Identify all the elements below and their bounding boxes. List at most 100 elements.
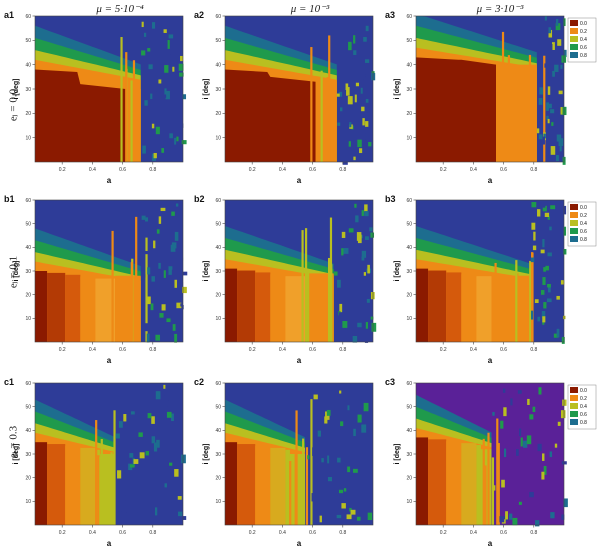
strip-4 <box>476 445 481 525</box>
chaos-speck <box>544 212 550 217</box>
chaos-speck <box>548 27 552 34</box>
legend-swatch <box>570 52 578 58</box>
y-tick-label: 50 <box>215 404 221 410</box>
chaos-speck <box>547 283 551 288</box>
legend-label: 0.4 <box>580 37 587 43</box>
chaos-speck <box>173 35 178 45</box>
chaos-speck <box>550 512 555 519</box>
x-tick-label: 0.4 <box>279 167 286 173</box>
chaos-speck <box>339 390 342 394</box>
chaos-speck <box>534 299 539 304</box>
y-tick-label: 10 <box>215 316 221 322</box>
resonance-spike <box>294 454 297 525</box>
x-tick-label: 0.6 <box>500 530 507 536</box>
chaos-speck <box>352 335 358 343</box>
y-tick-label: 40 <box>25 245 31 251</box>
chaos-speck <box>542 316 546 323</box>
resonance-spike <box>100 439 103 525</box>
chaos-speck <box>548 29 553 38</box>
strip-1 <box>237 270 256 342</box>
y-tick-label: 60 <box>25 14 31 20</box>
chaos-speck <box>338 312 344 320</box>
x-tick-label: 0.6 <box>309 347 316 353</box>
chaos-speck <box>181 304 184 310</box>
chaos-speck <box>155 507 158 516</box>
chaos-speck <box>151 416 155 424</box>
chaos-speck <box>155 400 160 405</box>
chaos-speck <box>547 216 550 220</box>
chaos-speck <box>155 334 161 341</box>
chaos-speck <box>312 451 316 456</box>
chaos-speck <box>512 517 518 526</box>
chaos-speck <box>172 66 175 72</box>
chaos-speck <box>158 79 162 84</box>
chaos-speck <box>353 35 356 44</box>
x-tick-label: 0.2 <box>59 347 66 353</box>
chaos-speck <box>163 384 166 389</box>
y-axis-label: i [deg] <box>13 79 20 100</box>
chaos-speck <box>551 122 554 126</box>
chaos-speck <box>158 262 161 269</box>
chaos-speck <box>563 498 568 508</box>
chaos-speck <box>532 406 536 413</box>
chaos-speck <box>118 511 122 520</box>
strip-2 <box>255 272 271 342</box>
legend-label: 0.6 <box>580 229 587 235</box>
y-tick-label: 30 <box>406 269 412 275</box>
chaos-speck <box>313 394 318 400</box>
chaos-speck <box>182 271 188 276</box>
chaos-speck <box>554 443 558 448</box>
chaos-speck <box>505 511 508 520</box>
y-tick-label: 30 <box>25 269 31 275</box>
chaos-speck <box>141 215 146 220</box>
chaos-speck <box>347 405 350 411</box>
column-title-2: μ = 10⁻³ <box>290 3 330 15</box>
x-axis-label: a <box>488 539 493 548</box>
legend-swatch <box>570 20 578 26</box>
chaos-speck <box>532 245 537 251</box>
chaos-speck <box>156 229 160 234</box>
panel-tag: b2 <box>194 194 205 204</box>
chaos-speck <box>141 21 144 28</box>
y-tick-label: 40 <box>215 245 221 251</box>
resonance-spike <box>307 272 310 342</box>
chaos-speck <box>365 133 370 140</box>
resonance-spike <box>507 55 510 162</box>
chaos-speck <box>365 98 369 103</box>
y-tick-label: 10 <box>25 135 31 141</box>
chaos-speck <box>550 146 556 155</box>
chaos-speck <box>558 90 563 95</box>
chaos-speck <box>359 31 363 41</box>
chaos-speck <box>175 203 179 207</box>
chaos-speck <box>123 425 128 432</box>
chaos-speck <box>313 499 317 504</box>
x-tick-label: 0.2 <box>249 530 256 536</box>
panel-c2: c2 0.2 0.4 0.6 0.8 10 20 30 40 50 60 a i [deg] <box>194 377 374 548</box>
panel-tag: a2 <box>194 10 204 20</box>
legend-label: 0.6 <box>580 412 587 418</box>
chaos-speck <box>563 226 567 236</box>
y-tick-label: 50 <box>25 221 31 227</box>
chaos-speck <box>326 409 331 416</box>
strip-3 <box>461 274 477 342</box>
chaos-speck <box>171 269 177 276</box>
resonance-spike <box>484 465 487 525</box>
x-tick-label: 0.4 <box>89 347 96 353</box>
chaos-speck <box>531 310 534 320</box>
x-axis-label: a <box>107 539 112 548</box>
legend-label: 0.4 <box>580 221 587 227</box>
resonance-spike <box>120 37 123 162</box>
chaos-speck <box>555 155 559 162</box>
strip-2 <box>255 445 271 525</box>
y-tick-label: 50 <box>25 38 31 44</box>
x-axis-label: a <box>297 176 302 185</box>
chaos-speck <box>363 76 367 82</box>
resonance-spike <box>138 281 141 342</box>
chaos-speck <box>171 211 175 216</box>
chaos-speck <box>171 413 174 422</box>
resonance-spike <box>482 438 485 525</box>
chaos-speck <box>147 413 152 419</box>
chaos-speck <box>174 137 177 145</box>
resonance-spike <box>111 230 114 342</box>
chaos-speck <box>541 311 546 318</box>
